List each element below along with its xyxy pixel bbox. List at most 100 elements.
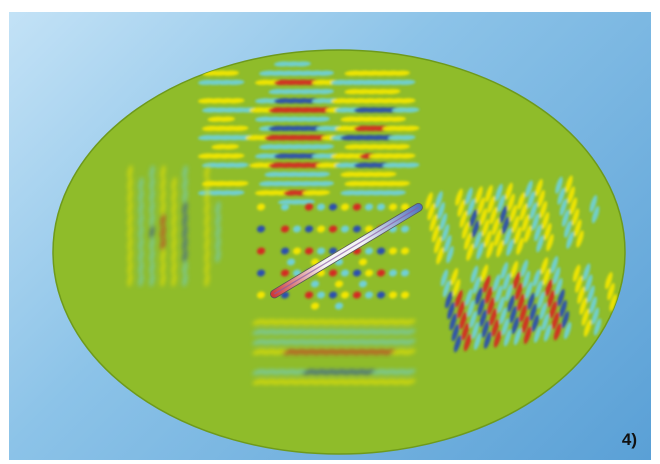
wave-streak	[252, 349, 266, 355]
wave-streak	[127, 261, 133, 275]
wave-streak	[312, 319, 326, 325]
wave-streak	[226, 190, 245, 196]
wave-streak	[529, 303, 537, 321]
wave-streak	[449, 313, 457, 331]
wave-streak	[541, 313, 550, 331]
wave-node	[376, 291, 386, 299]
wave-node	[400, 269, 410, 277]
wave-node	[376, 203, 386, 211]
wave-streak	[397, 153, 416, 159]
wave-streak	[171, 213, 177, 227]
wave-streak	[567, 186, 575, 204]
wave-streak	[501, 216, 510, 234]
wave-node	[388, 269, 398, 277]
right-wave-lobe	[425, 175, 622, 353]
wave-streak	[501, 318, 510, 336]
wave-streak	[519, 304, 527, 322]
wave-streak	[171, 249, 177, 263]
wave-streak	[525, 180, 533, 198]
wave-streak	[160, 237, 166, 251]
wave-streak	[252, 339, 266, 345]
wave-streak	[459, 312, 467, 330]
wave-streak	[451, 324, 460, 342]
wave-streak	[609, 294, 617, 312]
wave-streak	[561, 209, 570, 227]
wave-node	[292, 225, 302, 233]
wave-streak	[473, 332, 482, 350]
wave-streak	[160, 165, 166, 179]
wave-node	[316, 247, 326, 255]
wave-streak	[466, 243, 474, 261]
wave-node	[256, 225, 266, 233]
wave-streak	[149, 189, 155, 203]
wave-streak	[262, 349, 276, 355]
wave-node	[364, 247, 374, 255]
wave-streak	[484, 230, 492, 248]
wave-streak	[342, 379, 356, 385]
wave-streak	[312, 190, 330, 196]
wave-node	[316, 291, 326, 299]
wave-streak	[221, 144, 239, 150]
wave-streak	[138, 237, 144, 251]
wave-streak	[511, 317, 520, 335]
wave-streak	[516, 237, 524, 255]
wave-node	[310, 302, 320, 310]
wave-streak	[138, 249, 144, 263]
wave-streak	[587, 285, 595, 303]
wave-streak	[535, 179, 543, 197]
wave-streak	[402, 329, 416, 335]
wave-node	[304, 247, 314, 255]
wave-node	[328, 225, 338, 233]
wave-streak	[252, 329, 266, 335]
wave-streak	[292, 349, 306, 355]
wave-streak	[127, 165, 133, 179]
wave-streak	[402, 339, 416, 345]
wave-streak	[459, 210, 468, 228]
wave-node	[364, 203, 374, 211]
wave-streak	[226, 153, 245, 159]
wave-streak	[475, 186, 483, 204]
probe-rod	[270, 203, 423, 299]
wave-streak	[401, 162, 420, 168]
wave-streak	[282, 379, 296, 385]
wave-streak	[138, 189, 144, 203]
wave-streak	[282, 339, 296, 345]
wave-streak	[322, 339, 336, 345]
wave-streak	[160, 189, 166, 203]
wave-streak	[559, 300, 567, 318]
wave-node	[256, 269, 266, 277]
wave-streak	[204, 249, 210, 263]
wave-streak	[352, 319, 366, 325]
wave-streak	[467, 198, 475, 216]
wave-streak	[149, 261, 155, 275]
wave-streak	[540, 257, 549, 275]
wave-node	[376, 269, 386, 277]
wave-streak	[591, 206, 600, 224]
wave-node	[256, 247, 266, 255]
wave-streak	[552, 267, 561, 285]
wave-node	[364, 291, 374, 299]
wave-streak	[182, 261, 188, 275]
wave-streak	[455, 188, 463, 206]
wave-streak	[463, 334, 472, 352]
wave-streak	[496, 240, 504, 258]
wave-streak	[559, 198, 568, 216]
wave-streak	[425, 192, 433, 210]
wave-streak	[332, 329, 346, 335]
wave-streak	[561, 311, 570, 329]
wave-streak	[316, 180, 334, 187]
wave-streak	[439, 213, 448, 231]
wave-streak	[441, 224, 450, 242]
wave-streak	[546, 234, 554, 252]
wave-streak	[127, 273, 133, 287]
wave-streak	[499, 307, 507, 325]
wave-streak	[292, 379, 306, 385]
wave-streak	[302, 339, 316, 345]
wave-streak	[182, 249, 188, 263]
wave-node	[358, 280, 368, 288]
wave-streak	[583, 319, 592, 337]
wave-streak	[613, 316, 622, 334]
wave-streak	[471, 321, 480, 339]
wave-streak	[204, 225, 210, 239]
wave-streak	[495, 285, 503, 303]
